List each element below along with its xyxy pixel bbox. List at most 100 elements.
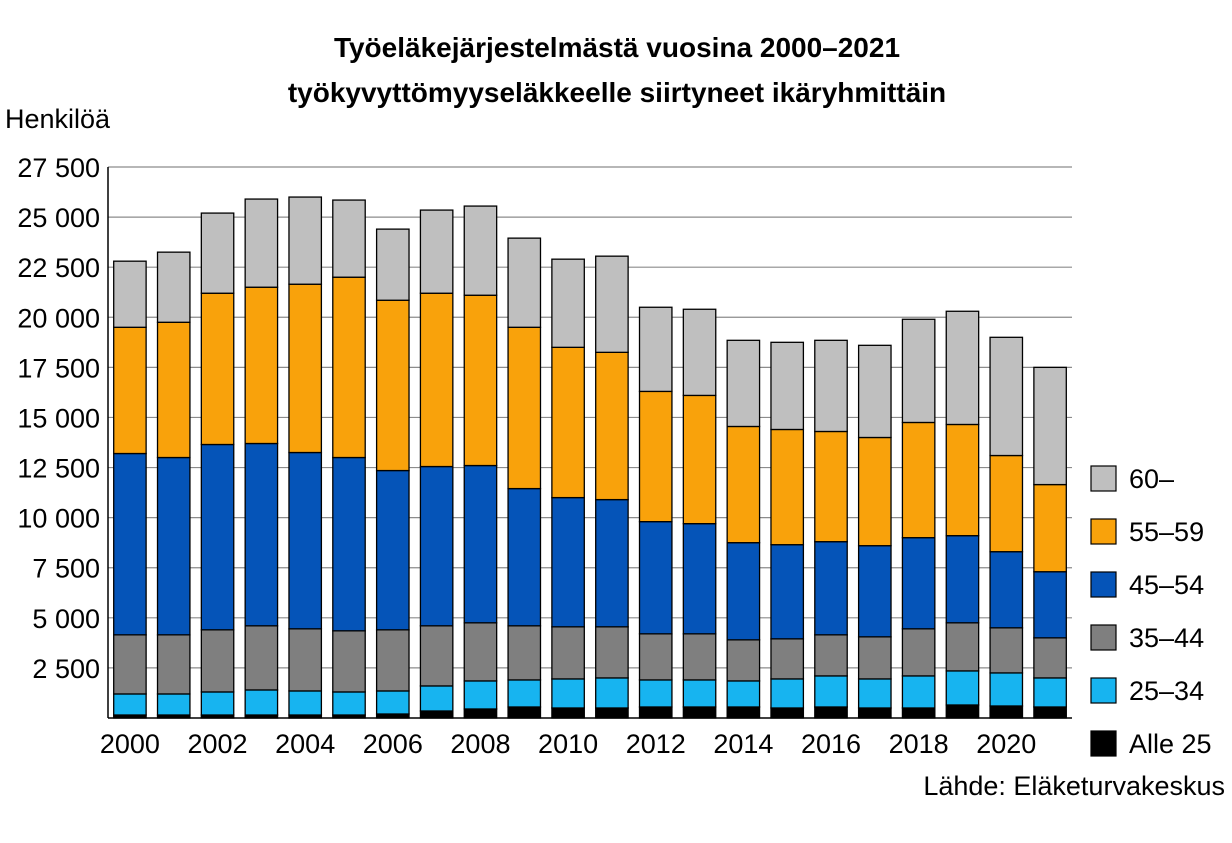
bar-segment	[375, 228, 410, 301]
bar-segment	[945, 535, 980, 624]
bar-segment	[463, 622, 498, 682]
legend-swatch	[1090, 624, 1117, 651]
bar-stack-2004	[288, 196, 323, 719]
bar-segment	[551, 626, 585, 680]
bar-segment	[551, 496, 585, 628]
bar-stack-2010	[551, 258, 585, 719]
bar-stack-2013	[682, 308, 717, 719]
bar-segment	[901, 628, 936, 677]
bar-stack-2011	[595, 255, 629, 719]
bar-segment	[332, 276, 366, 459]
bar-segment	[375, 299, 410, 472]
legend-item: 45–54	[1090, 570, 1204, 600]
bar-segment	[244, 286, 279, 445]
legend: 60– 55–59 45–54 35–44 25–34 Alle 25	[1090, 464, 1212, 759]
legend-item: 60–	[1090, 464, 1174, 494]
bar-segment	[156, 251, 191, 323]
bar-segment	[375, 690, 410, 715]
axes	[107, 167, 1072, 719]
bar-segment	[288, 451, 323, 630]
bar-segment	[156, 321, 191, 459]
bar-segment	[857, 545, 892, 638]
x-tick-label: 2016	[801, 729, 861, 759]
bar-segment	[507, 679, 542, 708]
y-tick-label: 15 000	[17, 403, 100, 433]
bar-segment	[288, 690, 323, 716]
bar-segment	[770, 341, 805, 431]
bar-segment	[638, 520, 673, 635]
bar-segment	[595, 677, 629, 709]
bar-segment	[901, 537, 936, 630]
bar-segment	[857, 707, 892, 719]
bar-segment	[945, 670, 980, 706]
legend-label: 25–34	[1129, 676, 1204, 706]
bar-stack-2003	[244, 198, 279, 719]
bar-segment	[551, 707, 585, 719]
x-tick-label: 2012	[626, 729, 686, 759]
x-tick-label: 2020	[976, 729, 1036, 759]
bar-segment	[814, 339, 848, 433]
bar-segment	[901, 421, 936, 539]
bar-segment	[156, 456, 191, 636]
bar-segment	[989, 336, 1024, 457]
y-tick-label: 20 000	[17, 303, 100, 333]
bar-segment	[507, 326, 542, 490]
bar-segment	[638, 679, 673, 708]
bar-stack-2008	[463, 205, 498, 719]
bar-segment	[638, 633, 673, 681]
bar-segment	[595, 498, 629, 628]
bar-segment	[814, 675, 848, 708]
bar-segment	[113, 326, 147, 455]
bar-segment	[770, 544, 805, 640]
bar-segment	[507, 237, 542, 328]
x-tick-label: 2004	[275, 729, 335, 759]
legend-swatch	[1090, 518, 1117, 545]
bar-segment	[814, 541, 848, 636]
bar-segment	[857, 636, 892, 680]
legend-item: 25–34	[1090, 676, 1204, 706]
bar-stack-2005	[332, 199, 366, 719]
bar-segment	[857, 436, 892, 547]
bar-stack-2014	[726, 339, 761, 719]
bar-stack-2017	[857, 344, 892, 719]
bar-stack-2019	[945, 310, 980, 719]
bar-segment	[726, 339, 761, 428]
bar-segment	[814, 430, 848, 543]
bar-stack-2007	[419, 209, 454, 719]
source-note: Lähde: Eläketurvakeskus	[923, 771, 1225, 801]
bar-segment	[595, 626, 629, 679]
bar-segment	[113, 260, 147, 328]
bar-segment	[200, 691, 235, 716]
bar-segment	[682, 308, 717, 397]
bar-segment	[770, 707, 805, 719]
bar-stack-2006	[375, 228, 410, 719]
x-tick-label: 2006	[363, 729, 423, 759]
bar-segment	[463, 205, 498, 296]
legend-swatch	[1090, 677, 1117, 704]
y-tick-label: 5 000	[32, 604, 100, 634]
bar-segment	[1033, 677, 1067, 708]
bar-segment	[1033, 637, 1067, 679]
bar-segment	[463, 680, 498, 710]
bar-segment	[1033, 571, 1067, 639]
y-tick-label: 10 000	[17, 504, 100, 534]
bar-segment	[419, 710, 454, 719]
bar-segment	[726, 542, 761, 641]
bar-segment	[770, 428, 805, 546]
bar-segment	[857, 344, 892, 439]
bar-segment	[419, 292, 454, 468]
bar-segment	[507, 487, 542, 627]
chart-title: Työeläkejärjestelmästä vuosina 2000–2021…	[288, 32, 946, 108]
bar-segment	[156, 634, 191, 695]
bar-segment	[595, 255, 629, 353]
bar-segment	[945, 622, 980, 672]
bar-segment	[682, 706, 717, 719]
y-tick-label: 27 500	[17, 153, 100, 183]
bar-segment	[726, 706, 761, 719]
bar-stack-2009	[507, 237, 542, 719]
bar-stack-2021	[1033, 366, 1067, 719]
bar-segment	[375, 629, 410, 692]
bar-segment	[989, 705, 1024, 719]
bar-segment	[332, 456, 366, 632]
legend-swatch	[1090, 730, 1117, 757]
